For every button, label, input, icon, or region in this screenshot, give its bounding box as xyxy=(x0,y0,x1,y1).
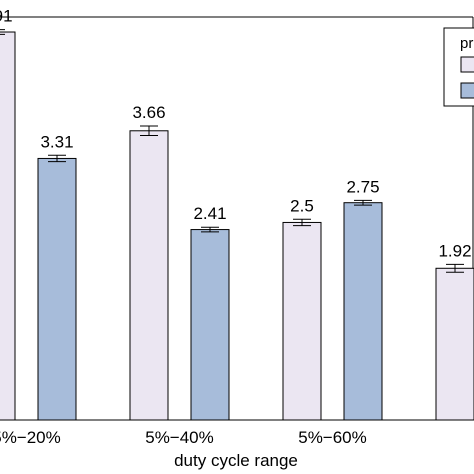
bar-series2-cat3 xyxy=(343,202,383,421)
data-label-series1-cat1: 4.91 xyxy=(0,7,13,26)
error-bar-series2-cat2 xyxy=(201,226,219,233)
x-axis-ticks: 5%−20%5%−40%5%−60%5% xyxy=(0,428,474,447)
error-bar-series1-cat3 xyxy=(293,218,311,227)
error-bar-series1-cat1 xyxy=(0,29,5,35)
x-tick-label-cat3: 5%−60% xyxy=(298,428,367,447)
x-tick-label-cat2: 5%−40% xyxy=(145,428,214,447)
bar-series1-cat2 xyxy=(129,130,169,421)
data-label-series2-cat3: 2.75 xyxy=(346,177,379,196)
bar-series1-cat1 xyxy=(0,31,16,421)
bar-series1-cat3 xyxy=(282,221,322,421)
x-axis-label: duty cycle range xyxy=(174,451,298,470)
bar-series2-cat1 xyxy=(37,157,77,421)
data-label-series1-cat4: 1.92 xyxy=(438,241,471,260)
data-label-series1-cat2: 3.66 xyxy=(132,103,165,122)
data-labels-layer: 4.91 3.31 3.66 2.41 2.5 2.75 1.92 xyxy=(0,7,472,261)
bar-series1-cat4 xyxy=(435,267,474,421)
error-bar-series2-cat1 xyxy=(48,154,66,163)
legend-title: pr xyxy=(460,35,473,52)
data-label-series2-cat1: 3.31 xyxy=(40,132,73,151)
error-bar-series1-cat4 xyxy=(446,263,464,273)
bars-layer xyxy=(0,31,474,421)
error-bars-layer xyxy=(0,29,464,273)
data-label-series2-cat2: 2.41 xyxy=(193,204,226,223)
data-label-series1-cat3: 2.5 xyxy=(290,196,314,215)
x-tick-label-cat1: 5%−20% xyxy=(0,428,61,447)
error-bar-series1-cat2 xyxy=(140,125,158,137)
legend-swatch-series-1 xyxy=(460,56,474,73)
error-bar-series2-cat3 xyxy=(354,199,372,206)
bar-series2-cat2 xyxy=(190,229,230,421)
legend: pr xyxy=(443,27,474,107)
legend-swatch-series-2 xyxy=(460,82,474,99)
